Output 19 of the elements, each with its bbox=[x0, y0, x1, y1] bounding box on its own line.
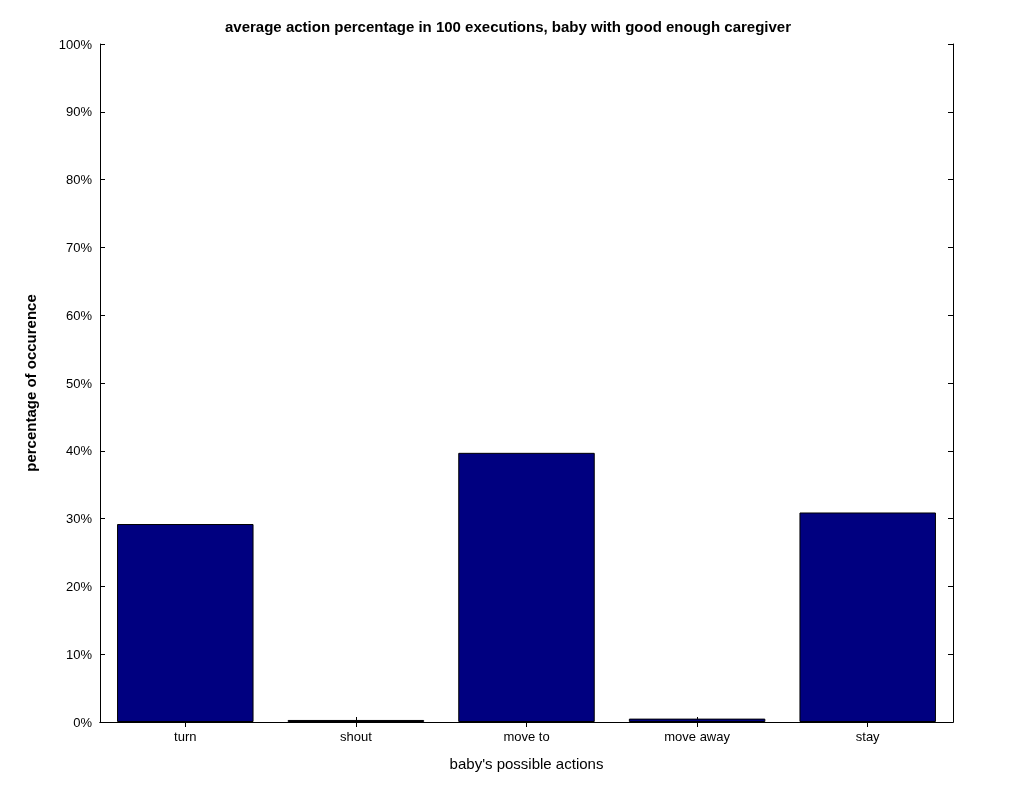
x-tick-label: shout bbox=[339, 729, 373, 744]
y-tick-label: 20% bbox=[65, 578, 93, 594]
y-tick-label: 50% bbox=[65, 375, 93, 391]
chart-title: average action percentage in 100 executions, baby with good enough caregiver bbox=[224, 18, 792, 35]
y-tick-label: 10% bbox=[65, 646, 93, 662]
x-tick-label: stay bbox=[855, 729, 881, 744]
y-tick-label: 80% bbox=[65, 172, 93, 188]
y-tick-label: 100% bbox=[58, 36, 93, 52]
y-tick-label: 40% bbox=[65, 443, 93, 459]
y-tick-label: 30% bbox=[65, 511, 93, 527]
x-axis-title: baby's possible actions bbox=[449, 755, 604, 772]
y-tick-label: 90% bbox=[65, 104, 93, 120]
x-tick-label: move away bbox=[664, 729, 731, 744]
x-tick-label: turn bbox=[174, 729, 197, 744]
x-tick-label: move to bbox=[503, 729, 550, 744]
y-axis-title: percentage of occurence bbox=[22, 294, 39, 472]
y-tick-label: 0% bbox=[73, 714, 93, 730]
y-tick-label: 70% bbox=[65, 239, 93, 255]
y-tick-label: 60% bbox=[65, 307, 93, 323]
